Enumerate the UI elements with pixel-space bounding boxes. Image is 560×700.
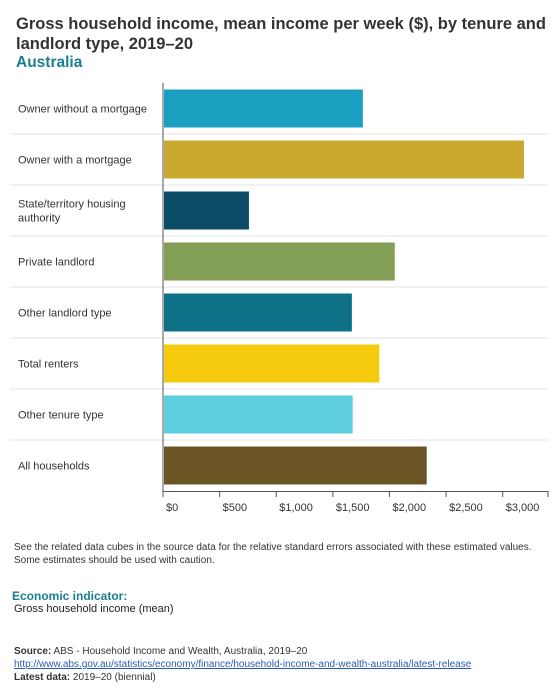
chart-title: Gross household income, mean income per …: [16, 15, 546, 53]
category-label-line: State/territory housing: [18, 199, 126, 211]
x-tick-label: $3,000: [506, 502, 540, 514]
bar: [164, 344, 380, 383]
economic-indicator-value: Gross household income (mean): [14, 603, 174, 615]
category-label-line: authority: [18, 213, 61, 225]
category-label: Other landlord type: [18, 308, 112, 320]
bar-chart: Owner without a mortgage Owner with a mor…: [10, 83, 549, 514]
latest-data-label: Latest data:: [14, 672, 71, 683]
category-label-line: All households: [18, 461, 90, 473]
category-label: Owner with a mortgage: [18, 155, 132, 167]
source-line: Source: ABS - Household Income and Wealt…: [14, 646, 307, 657]
x-tick-label: $2,500: [449, 502, 483, 514]
x-tick-label: $2,000: [392, 502, 426, 514]
x-tick-label: $500: [223, 502, 247, 514]
bar: [164, 140, 524, 179]
latest-data-text: 2019–20 (biennial): [70, 672, 156, 683]
category-label-line: Private landlord: [18, 257, 94, 269]
latest-data-line: Latest data: 2019–20 (biennial): [14, 672, 156, 683]
category-label: State/territory housing authority: [18, 199, 126, 225]
bar: [164, 446, 427, 485]
bar: [164, 293, 352, 332]
x-tick-label: $1,000: [279, 502, 313, 514]
bar: [164, 191, 249, 230]
bar: [164, 89, 363, 128]
bar: [164, 395, 353, 434]
bar: [164, 242, 395, 281]
economic-indicator-label: Economic indicator:: [12, 589, 128, 603]
source-text: ABS - Household Income and Wealth, Austr…: [51, 646, 308, 657]
footnote: See the related data cubes in the source…: [14, 542, 532, 566]
category-label-line: Other tenure type: [18, 410, 104, 422]
chart-subtitle: Australia: [16, 54, 83, 71]
category-label-line: Other landlord type: [18, 308, 112, 320]
x-tick-label: $1,500: [336, 502, 370, 514]
source-link[interactable]: http://www.abs.gov.au/statistics/economy…: [14, 659, 472, 670]
x-tick-label: $0: [166, 502, 178, 514]
category-label-line: Total renters: [18, 359, 79, 371]
category-label-line: Owner without a mortgage: [18, 104, 147, 116]
category-label-line: Owner with a mortgage: [18, 155, 132, 167]
category-label: Other tenure type: [18, 410, 104, 422]
source-label: Source:: [14, 646, 52, 657]
category-label: All households: [18, 461, 90, 473]
category-label: Owner without a mortgage: [18, 104, 147, 116]
category-label: Private landlord: [18, 257, 94, 269]
category-label: Total renters: [18, 359, 79, 371]
